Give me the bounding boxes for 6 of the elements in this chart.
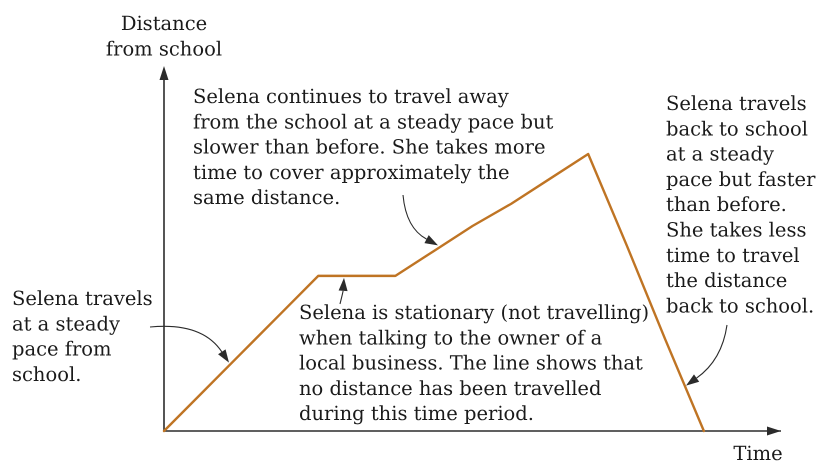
annotation: Selena continues to travel away from the school at a steady pace but slower than before. She takes more time to cover approximately the same distance. bbox=[193, 85, 554, 210]
text: Selena travels at a steady pace from school. bbox=[12, 287, 153, 386]
text: Selena travels back to school at a steady pace but faster than before. She takes less time to travel the distance back to school. bbox=[666, 92, 816, 318]
y-axis-title: Distance from school bbox=[106, 12, 222, 60]
x-axis-title: Time bbox=[733, 442, 783, 465]
annotation: Selena is stationary (not travelling) when talking to the owner of a local business. The line shows that no distance has been travelled during this time period. bbox=[299, 301, 650, 426]
